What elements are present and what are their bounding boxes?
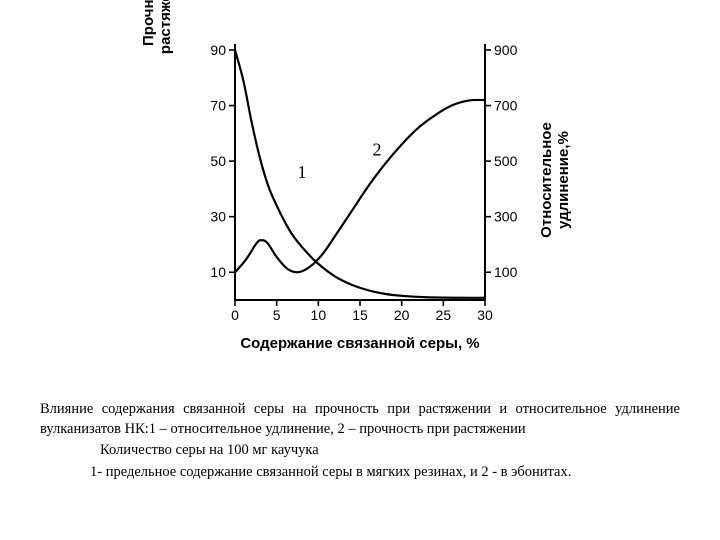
chart-svg: 0 5 10 15 20 25 30 10 30 50 70 90 100 300 500 700 900 1 2 bbox=[180, 30, 540, 350]
y-left-tick-label: 10 bbox=[210, 264, 226, 280]
series-label-2: 2 bbox=[373, 140, 382, 160]
caption-block: Влияние содержания связанной серы на про… bbox=[40, 400, 680, 484]
x-tick-label: 5 bbox=[273, 307, 281, 323]
series-label-1: 1 bbox=[298, 162, 307, 182]
caption-line-3: 1- предельное содержание связанной серы … bbox=[40, 463, 680, 483]
y-right-axis-label: Относительное удлинение,% bbox=[538, 85, 573, 275]
x-tick-label: 25 bbox=[436, 307, 452, 323]
y-left-tick-label: 70 bbox=[210, 98, 226, 114]
y-right-axis-label-text: Относительное удлинение,% bbox=[538, 122, 572, 238]
y-right-tick-label: 900 bbox=[494, 42, 518, 58]
caption-line-1: Влияние содержания связанной серы на про… bbox=[40, 400, 680, 439]
series-1 bbox=[235, 50, 485, 298]
y-left-axis-label-text: Прочность при растяжении, МПа bbox=[140, 0, 174, 54]
x-tick-label: 30 bbox=[477, 307, 493, 323]
y-left-tick-label: 90 bbox=[210, 42, 226, 58]
y-right-tick-label: 700 bbox=[494, 98, 518, 114]
y-left-axis-label: Прочность при растяжении, МПа bbox=[140, 0, 175, 80]
x-tick-label: 15 bbox=[352, 307, 368, 323]
y-right-tick-label: 100 bbox=[494, 264, 518, 280]
y-right-tick-label: 500 bbox=[494, 153, 518, 169]
y-left-tick-label: 30 bbox=[210, 209, 226, 225]
y-left-tick-label: 50 bbox=[210, 153, 226, 169]
chart-area: 0 5 10 15 20 25 30 10 30 50 70 90 100 300 500 700 900 1 2 bbox=[180, 30, 540, 350]
y-right-tick-label: 300 bbox=[494, 209, 518, 225]
x-tick-label: 20 bbox=[394, 307, 410, 323]
series-2 bbox=[235, 100, 485, 272]
x-tick-label: 10 bbox=[311, 307, 327, 323]
caption-line-2: Количество серы на 100 мг каучука bbox=[40, 441, 680, 461]
x-tick-label: 0 bbox=[231, 307, 239, 323]
